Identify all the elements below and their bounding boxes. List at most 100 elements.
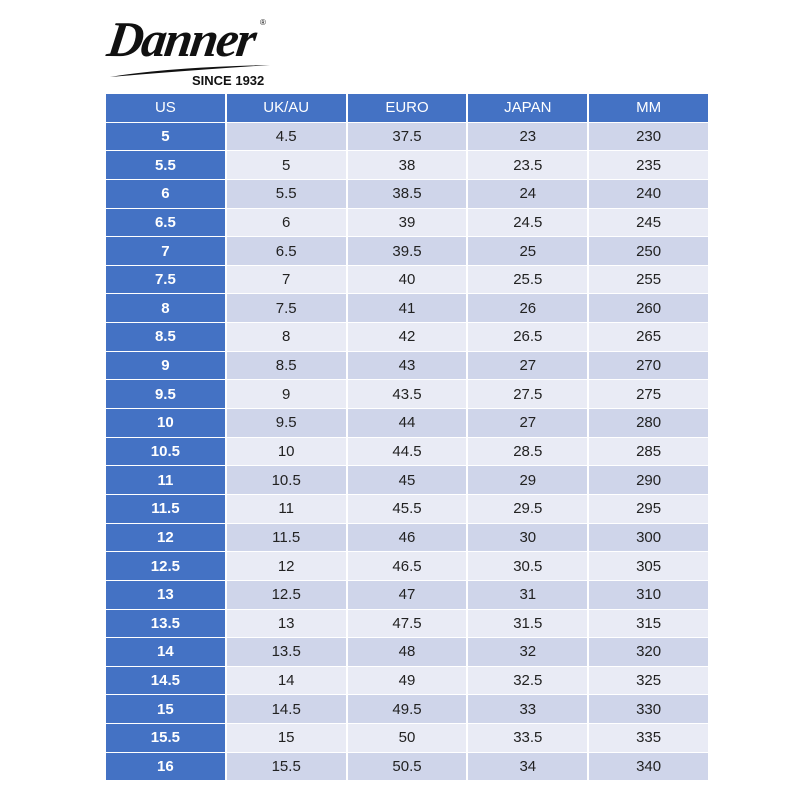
table-cell: 270 (589, 351, 708, 380)
table-cell: 300 (589, 523, 708, 552)
row-header: 6.5 (106, 208, 225, 237)
table-cell: 41 (347, 294, 467, 323)
table-cell: 8 (226, 323, 346, 351)
row-header: 12.5 (106, 552, 225, 580)
column-header: EURO (347, 94, 467, 122)
row-header: 6 (106, 179, 225, 208)
table-cell: 4.5 (226, 122, 346, 151)
table-cell: 330 (589, 695, 708, 724)
table-cell: 39.5 (347, 237, 467, 265)
table-cell: 25 (468, 237, 588, 265)
table-cell: 340 (589, 752, 708, 781)
row-header: 11.5 (106, 494, 225, 523)
table-cell: 45.5 (347, 494, 467, 523)
table-cell: 8.5 (226, 351, 346, 380)
table-cell: 240 (589, 179, 708, 208)
table-cell: 325 (589, 666, 708, 695)
table-cell: 305 (589, 552, 708, 580)
table-cell: 30.5 (468, 552, 588, 580)
table-cell: 34 (468, 752, 588, 781)
table-cell: 285 (589, 437, 708, 466)
table-cell: 38.5 (347, 179, 467, 208)
table-cell: 230 (589, 122, 708, 151)
table-cell: 26.5 (468, 323, 588, 351)
table-cell: 45 (347, 466, 467, 494)
table-cell: 250 (589, 237, 708, 265)
table-cell: 320 (589, 638, 708, 666)
table-cell: 235 (589, 151, 708, 179)
table-cell: 39 (347, 208, 467, 237)
row-header: 7.5 (106, 265, 225, 294)
table-cell: 33 (468, 695, 588, 724)
table-cell: 6 (226, 208, 346, 237)
table-cell: 13 (226, 609, 346, 638)
table-cell: 295 (589, 494, 708, 523)
table-cell: 245 (589, 208, 708, 237)
table-cell: 31 (468, 580, 588, 609)
table-cell: 47 (347, 580, 467, 609)
column-header: JAPAN (468, 94, 588, 122)
table-cell: 12.5 (226, 580, 346, 609)
row-header: 13.5 (106, 609, 225, 638)
table-cell: 27 (468, 351, 588, 380)
table-cell: 40 (347, 265, 467, 294)
row-header: 14 (106, 638, 225, 666)
column-header: UK/AU (226, 94, 346, 122)
table-cell: 5.5 (226, 179, 346, 208)
table-cell: 32.5 (468, 666, 588, 695)
table-cell: 10.5 (226, 466, 346, 494)
row-header: 5.5 (106, 151, 225, 179)
table-cell: 27 (468, 409, 588, 437)
tagline: SINCE 1932 (192, 73, 265, 88)
table-cell: 11 (226, 494, 346, 523)
row-header: 15.5 (106, 724, 225, 752)
row-header: 9.5 (106, 380, 225, 409)
table-cell: 10 (226, 437, 346, 466)
table-cell: 280 (589, 409, 708, 437)
table-cell: 310 (589, 580, 708, 609)
table-cell: 11.5 (226, 523, 346, 552)
table-cell: 265 (589, 323, 708, 351)
table-cell: 33.5 (468, 724, 588, 752)
table-cell: 24 (468, 179, 588, 208)
table-cell: 42 (347, 323, 467, 351)
row-header: 8 (106, 294, 225, 323)
table-cell: 12 (226, 552, 346, 580)
table-cell: 43 (347, 351, 467, 380)
table-cell: 9 (226, 380, 346, 409)
table-cell: 7.5 (226, 294, 346, 323)
row-header: 9 (106, 351, 225, 380)
table-cell: 31.5 (468, 609, 588, 638)
table-cell: 25.5 (468, 265, 588, 294)
table-cell: 30 (468, 523, 588, 552)
table-cell: 6.5 (226, 237, 346, 265)
row-header: 16 (106, 752, 225, 781)
table-cell: 44.5 (347, 437, 467, 466)
row-header: 15 (106, 695, 225, 724)
row-header: 8.5 (106, 323, 225, 351)
table-cell: 28.5 (468, 437, 588, 466)
table-cell: 46 (347, 523, 467, 552)
table-cell: 15.5 (226, 752, 346, 781)
table-cell: 290 (589, 466, 708, 494)
table-cell: 13.5 (226, 638, 346, 666)
row-header: 13 (106, 580, 225, 609)
table-cell: 44 (347, 409, 467, 437)
size-table: US UK/AU EURO JAPAN MM 5 4.5 37.5 23 230 5.5 5 38 23.… (106, 94, 708, 781)
column-header: MM (589, 94, 708, 122)
row-header: 10.5 (106, 437, 225, 466)
row-header: 11 (106, 466, 225, 494)
table-cell: 49.5 (347, 695, 467, 724)
table-cell: 14 (226, 666, 346, 695)
table-cell: 46.5 (347, 552, 467, 580)
table-cell: 27.5 (468, 380, 588, 409)
table-cell: 5 (226, 151, 346, 179)
table-cell: 315 (589, 609, 708, 638)
table-cell: 37.5 (347, 122, 467, 151)
column-header: US (106, 94, 225, 122)
table-cell: 14.5 (226, 695, 346, 724)
table-cell: 23 (468, 122, 588, 151)
table-cell: 32 (468, 638, 588, 666)
logo: Danner ® SINCE 1932 (104, 10, 278, 90)
